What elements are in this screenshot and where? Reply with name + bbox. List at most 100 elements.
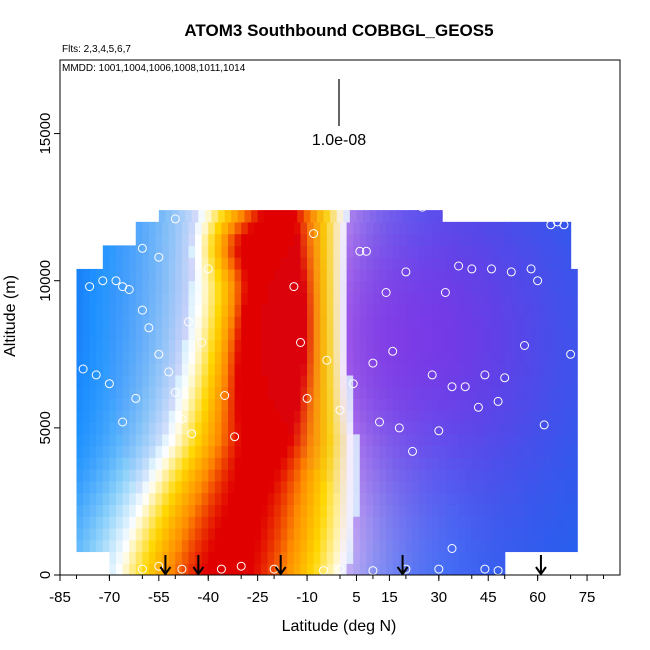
heatmap-cell	[320, 386, 328, 400]
heatmap-cell	[135, 374, 143, 388]
heatmap-cell	[214, 233, 223, 246]
heatmap-cell	[491, 245, 499, 258]
heatmap-cell	[379, 245, 387, 258]
heatmap-cell	[142, 339, 150, 352]
heatmap-cell	[168, 410, 176, 423]
heatmap-cell	[135, 268, 143, 282]
heatmap-cell	[524, 257, 532, 270]
heatmap-cell	[122, 504, 130, 517]
heatmap-cell	[445, 304, 453, 317]
heatmap-cell	[122, 551, 130, 564]
heatmap-cell	[129, 516, 137, 529]
heatmap-cell	[359, 316, 367, 329]
heatmap-cell	[564, 363, 572, 376]
heatmap-cell	[247, 398, 255, 411]
heatmap-cell	[320, 316, 328, 329]
heatmap-cell	[438, 445, 447, 458]
heatmap-cell	[498, 469, 506, 482]
heatmap-cell	[419, 421, 427, 435]
heatmap-cell	[168, 351, 176, 364]
heatmap-cell	[316, 210, 325, 223]
heatmap-cell	[247, 421, 255, 435]
heatmap-cell	[300, 433, 308, 447]
heatmap-cell	[214, 327, 223, 341]
heatmap-cell	[142, 445, 150, 458]
heatmap-cell	[129, 539, 137, 553]
heatmap-cell	[471, 492, 479, 505]
heatmap-cell	[465, 363, 473, 376]
heatmap-cell	[465, 398, 473, 411]
heatmap-cell	[274, 492, 282, 505]
heatmap-cell	[517, 398, 526, 411]
heatmap-cell	[168, 233, 176, 246]
heatmap-cell	[116, 292, 124, 305]
heatmap-cell	[148, 492, 157, 505]
heatmap-cell	[445, 492, 453, 505]
heatmap-cell	[208, 280, 216, 294]
heatmap-cell	[379, 433, 387, 447]
heatmap-cell	[254, 386, 262, 400]
heatmap-cell	[135, 421, 143, 435]
sample-point	[427, 370, 437, 380]
heatmap-cell	[287, 504, 295, 517]
heatmap-cell	[570, 457, 578, 470]
sample-point	[137, 564, 147, 574]
heatmap-cell	[366, 527, 374, 541]
heatmap-cell	[287, 374, 295, 388]
heatmap-cell	[498, 257, 506, 270]
heatmap-cell	[504, 480, 512, 494]
heatmap-cell	[353, 492, 361, 505]
heatmap-cell	[544, 245, 552, 258]
heatmap-cell	[425, 374, 433, 388]
heatmap-cell	[366, 233, 374, 246]
heatmap-cell	[531, 516, 539, 529]
heatmap-cell	[458, 221, 466, 235]
heatmap-cell	[399, 539, 407, 553]
heatmap-cell	[109, 304, 117, 317]
heatmap-cell	[83, 304, 91, 317]
heatmap-cell	[109, 363, 117, 376]
heatmap-cell	[96, 351, 104, 364]
heatmap-cell	[89, 433, 97, 447]
heatmap-cell	[498, 351, 506, 364]
heatmap-cell	[313, 292, 321, 305]
heatmap-cell	[445, 480, 453, 494]
sample-point	[170, 214, 180, 224]
heatmap-cell	[399, 445, 407, 458]
heatmap-cell	[432, 445, 440, 458]
sample-point	[539, 420, 549, 430]
dates-label: MMDD: 1001,1004,1006,1008,1011,1014	[62, 63, 246, 74]
heatmap-cell	[280, 221, 288, 235]
heatmap-cell	[214, 421, 223, 435]
heatmap-cell	[168, 316, 176, 329]
heatmap-cell	[241, 339, 249, 352]
heatmap-cell	[432, 268, 440, 282]
heatmap-cell	[544, 469, 552, 482]
heatmap-cell	[214, 374, 223, 388]
heatmap-cell	[293, 563, 302, 575]
heatmap-cell	[359, 527, 367, 541]
heatmap-cell	[129, 292, 137, 305]
heatmap-cell	[181, 327, 190, 341]
heatmap-cell	[135, 551, 143, 564]
heatmap-cell	[379, 280, 387, 294]
heatmap-cell	[247, 457, 255, 470]
heatmap-cell	[181, 233, 190, 246]
heatmap-cell	[458, 304, 466, 317]
heatmap-cell	[333, 245, 341, 258]
sample-point	[335, 564, 345, 574]
heatmap-cell	[155, 280, 163, 294]
heatmap-cell	[188, 233, 196, 246]
heatmap-cell	[498, 386, 506, 400]
heatmap-cell	[274, 257, 282, 270]
heatmap-cell	[452, 386, 460, 400]
heatmap-cell	[228, 469, 236, 482]
heatmap-cell	[181, 292, 190, 305]
heatmap-cell	[537, 245, 545, 258]
heatmap-cell	[158, 210, 167, 223]
heatmap-cell	[76, 410, 84, 423]
heatmap-cell	[346, 421, 354, 435]
heatmap-cell	[333, 351, 341, 364]
heatmap-cell	[228, 504, 236, 517]
heatmap-cell	[484, 421, 493, 435]
